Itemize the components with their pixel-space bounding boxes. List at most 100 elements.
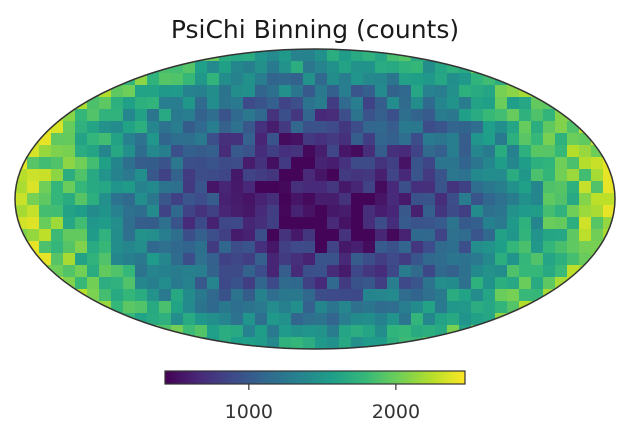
map-pixel: [207, 277, 220, 290]
map-pixel: [363, 313, 376, 326]
map-pixel: [519, 205, 532, 218]
map-pixel: [351, 85, 364, 98]
map-pixel: [99, 49, 112, 50]
map-pixel: [411, 325, 424, 338]
map-pixel: [495, 301, 508, 314]
map-pixel: [423, 169, 436, 182]
map-pixel: [531, 49, 544, 50]
map-pixel: [75, 241, 88, 254]
map-pixel: [339, 325, 352, 338]
map-pixel: [375, 217, 388, 230]
map-pixel: [255, 73, 268, 86]
map-pixel: [495, 229, 508, 242]
map-pixel: [63, 265, 76, 278]
map-pixel: [99, 325, 112, 338]
map-pixel: [423, 97, 436, 110]
map-pixel: [195, 97, 208, 110]
map-pixel: [363, 73, 376, 86]
map-pixel: [315, 337, 328, 349]
map-pixel: [543, 49, 556, 62]
map-pixel: [243, 133, 256, 146]
map-pixel: [411, 217, 424, 230]
map-pixel: [315, 193, 328, 206]
map-pixel: [507, 325, 520, 338]
map-pixel: [291, 49, 304, 62]
map-pixel: [171, 145, 184, 158]
map-pixel: [591, 133, 604, 146]
map-pixel: [351, 205, 364, 218]
map-pixel: [423, 349, 436, 362]
map-pixel: [351, 181, 364, 194]
map-pixel: [267, 109, 280, 122]
map-pixel: [615, 313, 628, 326]
map-pixel: [279, 301, 292, 314]
map-pixel: [603, 241, 615, 254]
map-pixel: [291, 193, 304, 206]
map-pixel: [447, 313, 460, 326]
map-pixel: [75, 61, 88, 74]
map-pixel: [327, 349, 340, 362]
map-pixel: [435, 85, 448, 98]
map-pixel: [51, 109, 64, 122]
map-pixel: [315, 325, 328, 338]
map-pixel: [531, 325, 544, 338]
map-pixel: [411, 133, 424, 146]
map-pixel: [87, 241, 100, 254]
map-pixel: [159, 241, 172, 254]
map-pixel: [159, 145, 172, 158]
map-pixel: [555, 301, 568, 314]
map-pixel: [483, 85, 496, 98]
map-pixel: [303, 241, 316, 254]
map-pixel: [495, 265, 508, 278]
map-pixel: [363, 109, 376, 122]
map-pixel: [291, 109, 304, 122]
map-pixel: [231, 325, 244, 338]
map-pixel: [183, 109, 196, 122]
map-pixel: [315, 61, 328, 74]
map-pixel: [567, 145, 580, 158]
map-pixel: [207, 145, 220, 158]
map-pixel: [567, 217, 580, 230]
map-pixel: [351, 109, 364, 122]
map-pixel: [579, 301, 592, 314]
map-pixel: [99, 145, 112, 158]
map-pixel: [87, 265, 100, 278]
map-pixel: [579, 109, 592, 122]
map-pixel: [519, 169, 532, 182]
map-pixel: [591, 265, 604, 278]
map-pixel: [279, 61, 292, 74]
map-pixel: [15, 49, 16, 62]
map-pixel: [579, 289, 592, 302]
map-pixel: [87, 325, 100, 338]
map-pixel: [243, 97, 256, 110]
map-pixel: [63, 85, 76, 98]
map-pixel: [243, 181, 256, 194]
map-pixel: [615, 61, 628, 74]
map-pixel: [255, 349, 268, 362]
map-pixel: [459, 169, 472, 182]
map-pixel: [531, 193, 544, 206]
map-pixel: [279, 169, 292, 182]
map-pixel: [279, 241, 292, 254]
map-pixel: [255, 61, 268, 74]
map-pixel: [99, 109, 112, 122]
map-pixel: [219, 61, 232, 74]
map-pixel: [507, 133, 520, 146]
map-pixel: [147, 121, 160, 134]
map-pixel: [75, 49, 88, 50]
map-pixel: [303, 145, 316, 158]
map-pixel: [207, 157, 220, 170]
map-pixel: [447, 265, 460, 278]
map-pixel: [603, 277, 615, 290]
map-pixel: [519, 145, 532, 158]
map-pixel: [75, 193, 88, 206]
map-pixel: [315, 85, 328, 98]
map-pixel: [591, 49, 604, 50]
map-pixel: [15, 265, 28, 278]
map-pixel: [147, 253, 160, 266]
map-pixel: [351, 49, 364, 62]
map-pixel: [387, 253, 400, 266]
map-pixel: [123, 325, 136, 338]
map-pixel: [183, 313, 196, 326]
map-pixel: [375, 181, 388, 194]
